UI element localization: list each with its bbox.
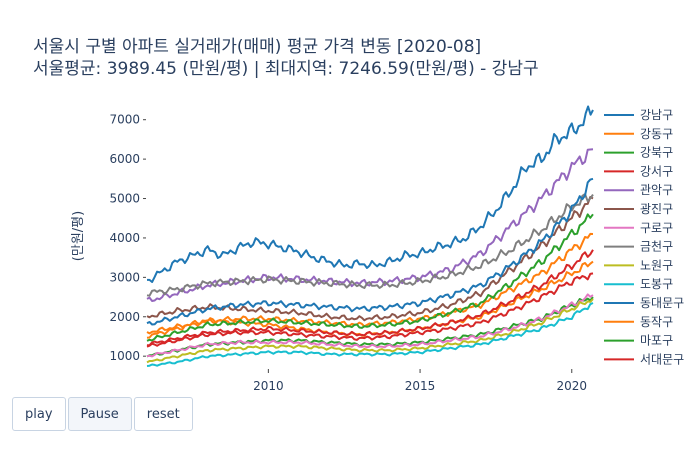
series-line-11 (146, 232, 594, 335)
series-line-9 (146, 302, 594, 367)
plot-area (146, 105, 594, 367)
series-line-10 (146, 177, 594, 326)
y-axis: 1000 2000 3000 4000 5000 6000 7000 (109, 113, 146, 363)
series-line-7 (146, 193, 594, 297)
y-tick-label: 5000 (109, 192, 140, 206)
legend-label: 노원구 (640, 258, 673, 272)
animation-controls: play Pause reset (12, 397, 193, 431)
x-axis: 2010 2015 2020 (253, 369, 587, 393)
y-tick-label: 1000 (109, 349, 140, 363)
legend-label: 관악구 (640, 183, 673, 197)
y-tick-label: 4000 (109, 231, 140, 245)
legend-label: 강북구 (640, 146, 673, 160)
x-tick-label: 2015 (405, 379, 436, 393)
legend-label: 도봉구 (640, 277, 673, 291)
y-axis-title: (만원/평) (71, 211, 86, 261)
x-tick-label: 2020 (556, 379, 587, 393)
series-line-4 (146, 148, 594, 302)
legend-label: 금천구 (640, 239, 673, 254)
y-tick-label: 7000 (109, 113, 140, 127)
legend-label: 서대문구 (640, 352, 684, 366)
y-tick-label: 2000 (109, 310, 140, 324)
legend-label: 마포구 (640, 334, 673, 348)
legend-label: 광진구 (640, 202, 673, 216)
series-line-8 (146, 298, 594, 364)
legend-label: 동작구 (640, 315, 673, 329)
series-line-3 (146, 272, 594, 348)
legend: 강남구강동구강북구강서구관악구광진구구로구금천구노원구도봉구동대문구동작구마포구… (604, 108, 684, 366)
chart-title-line-1: 서울시 구별 아파트 실거래가(매매) 평균 가격 변동 [2020-08] (33, 37, 481, 57)
reset-button[interactable]: reset (133, 397, 193, 431)
y-tick-label: 6000 (109, 152, 140, 166)
legend-label: 강서구 (640, 164, 673, 178)
series-line-13 (146, 249, 594, 347)
legend-label: 강동구 (640, 127, 673, 141)
series-line-6 (146, 293, 594, 358)
x-tick-label: 2010 (253, 379, 284, 393)
pause-button[interactable]: Pause (67, 397, 132, 431)
play-button[interactable]: play (12, 397, 66, 431)
series-line-12 (146, 213, 594, 342)
legend-label: 구로구 (640, 221, 673, 235)
series-line-0 (147, 105, 594, 283)
y-tick-label: 3000 (109, 270, 140, 284)
chart-title-line-2: 서울평균: 3989.45 (만원/평) | 최대지역: 7246.59(만원/… (33, 59, 539, 79)
legend-label: 동대문구 (640, 296, 684, 310)
legend-label: 강남구 (640, 108, 673, 122)
